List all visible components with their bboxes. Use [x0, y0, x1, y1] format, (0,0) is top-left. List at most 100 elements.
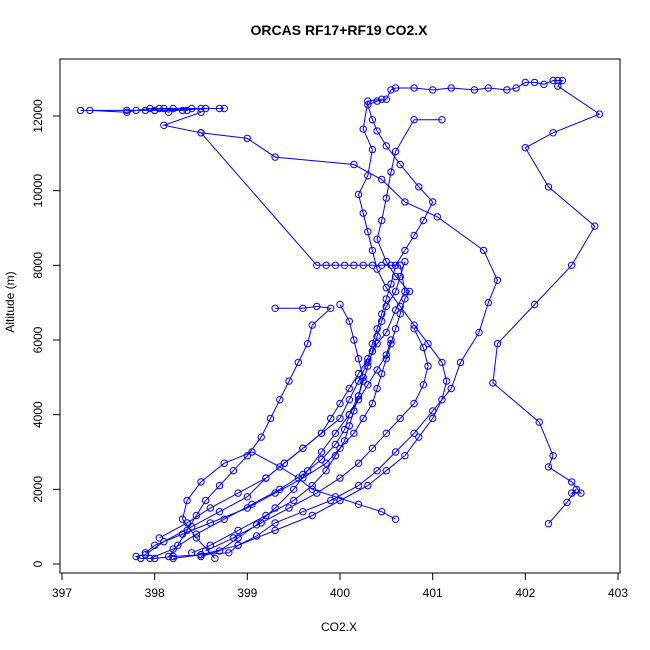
data-point [146, 104, 154, 113]
data-point [484, 84, 492, 92]
data-point [331, 261, 340, 269]
data-point [364, 97, 372, 105]
data-point [188, 549, 196, 557]
data-point [308, 511, 316, 520]
data-point [396, 272, 404, 281]
data-point [354, 500, 363, 508]
data-point [410, 325, 418, 333]
y-tick-label: 2000 [31, 476, 45, 503]
data-point [331, 429, 340, 437]
x-tick-label: 399 [237, 586, 257, 600]
data-point [313, 302, 321, 311]
data-point [368, 399, 377, 408]
data-point [303, 340, 312, 348]
data-point [164, 108, 173, 117]
data-point [401, 295, 409, 303]
data-point [378, 175, 386, 184]
data-point [350, 160, 358, 169]
data-point [373, 97, 381, 105]
data-point [489, 379, 497, 387]
data-point [169, 545, 177, 553]
data-point [373, 265, 381, 273]
data-point [86, 106, 94, 115]
data-point [382, 284, 390, 292]
data-point [285, 377, 293, 385]
data-point [364, 172, 372, 180]
data-point [197, 104, 205, 113]
data-point [373, 467, 381, 475]
data-point [160, 537, 168, 546]
data-point [234, 526, 242, 535]
data-point [378, 261, 386, 269]
data-point [345, 317, 353, 325]
data-point [248, 448, 256, 456]
data-point [549, 76, 557, 85]
data-point [410, 429, 418, 437]
data-point [382, 295, 390, 303]
series-line [173, 98, 448, 559]
data-series [201, 325, 432, 555]
data-point [568, 489, 576, 497]
data-point [336, 414, 344, 423]
data-point [577, 489, 585, 497]
data-point [294, 474, 302, 482]
data-point [151, 554, 159, 563]
data-point [364, 381, 372, 389]
data-point [378, 216, 386, 225]
data-point [215, 481, 224, 490]
series-line [191, 261, 406, 554]
data-point [387, 280, 395, 288]
data-point [141, 549, 150, 557]
data-point [123, 108, 131, 117]
data-point [373, 127, 381, 135]
data-point [262, 511, 270, 520]
data-point [401, 246, 409, 255]
data-point [225, 549, 233, 557]
data-point [197, 478, 205, 486]
data-point [530, 300, 539, 309]
data-point [368, 145, 377, 154]
data-point [160, 104, 168, 113]
data-point [280, 459, 289, 467]
series-line [200, 304, 364, 557]
data-point [442, 377, 451, 385]
data-point [350, 336, 358, 344]
data-point [364, 355, 372, 363]
data-point [252, 521, 261, 529]
data-series [164, 302, 335, 561]
data-point [340, 261, 349, 269]
data-point [308, 485, 316, 493]
data-point [234, 541, 242, 549]
x-tick-label: 397 [52, 586, 72, 600]
data-point [405, 287, 414, 296]
data-point [336, 300, 344, 309]
data-point [368, 116, 377, 124]
data-point [276, 396, 284, 404]
x-tick-label: 401 [423, 586, 443, 600]
data-point [299, 304, 307, 312]
data-point [391, 147, 400, 156]
data-point [373, 340, 381, 348]
data-point [303, 467, 312, 475]
data-point [271, 504, 279, 512]
series-layer [76, 76, 604, 563]
data-point [470, 86, 479, 94]
y-axis: 0 2000 4000 6000 8000 10000 12000 [31, 99, 61, 567]
data-point [373, 332, 381, 340]
data-point [336, 399, 344, 408]
data-series [76, 104, 228, 117]
data-point [558, 76, 567, 85]
data-series [132, 108, 502, 563]
data-point [429, 198, 437, 206]
data-point [419, 381, 428, 389]
data-point [382, 194, 390, 202]
data-point [331, 493, 340, 501]
data-point [252, 532, 261, 540]
data-point [382, 95, 390, 103]
data-point [391, 84, 400, 92]
data-point [424, 362, 432, 370]
y-tick-label: 6000 [31, 326, 45, 353]
data-point [220, 104, 228, 113]
data-point [391, 325, 400, 333]
